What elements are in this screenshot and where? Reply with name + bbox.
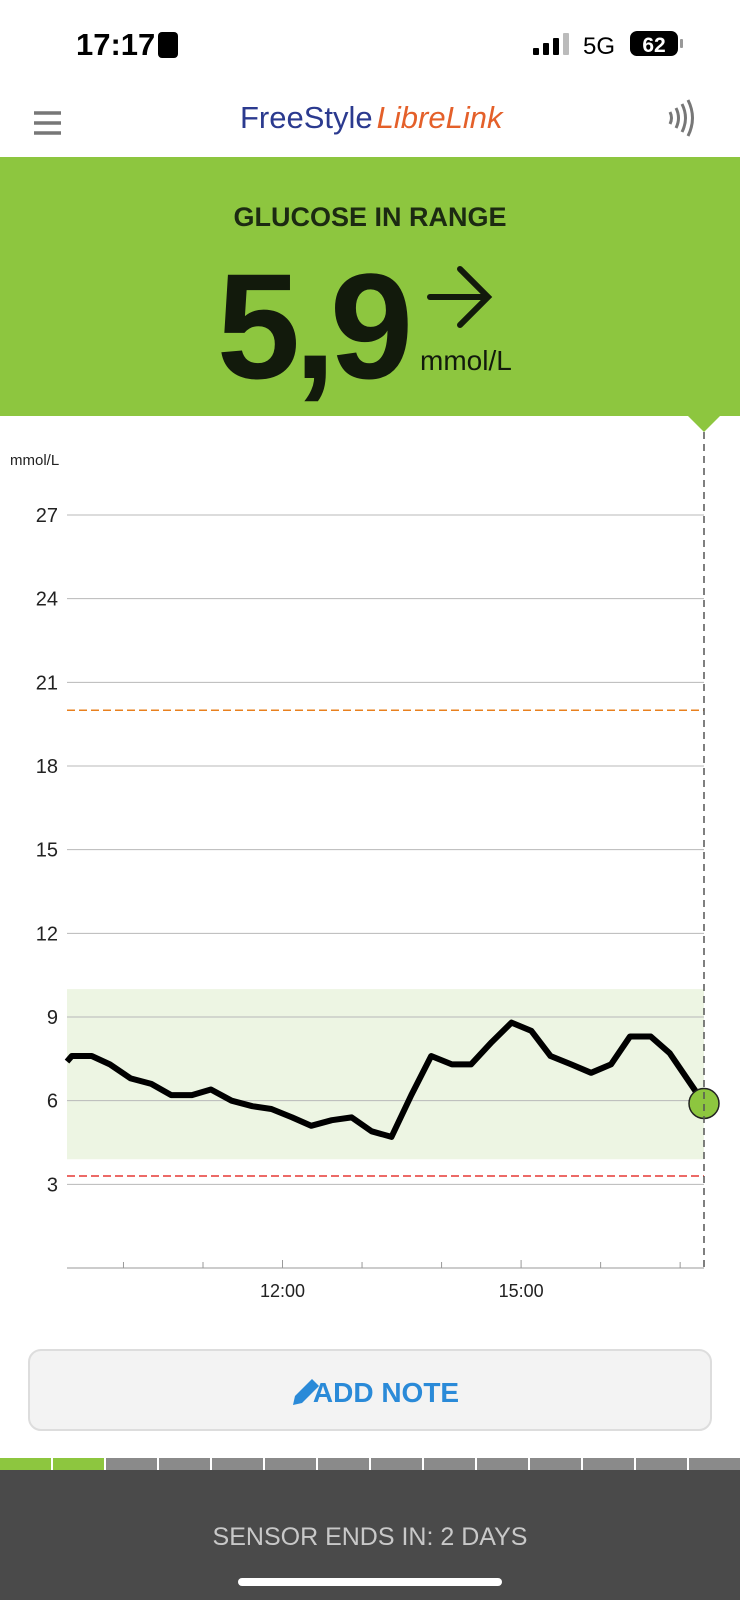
y-tick-label: 15 <box>36 840 58 862</box>
status-time: 17:17 <box>76 27 155 62</box>
brand-librelink: LibreLink <box>377 100 504 135</box>
now-pointer <box>688 416 720 432</box>
x-tick-label: 15:00 <box>499 1281 544 1301</box>
progress-segment <box>159 1458 210 1470</box>
network-label: 5G <box>583 33 615 60</box>
progress-segment <box>53 1458 104 1470</box>
y-tick-label: 24 <box>36 589 58 611</box>
y-tick-label: 12 <box>36 923 58 945</box>
y-tick-label: 18 <box>36 756 58 778</box>
y-tick-label: 3 <box>47 1174 58 1196</box>
glucose-chart: mmol/L 3 6 9 12 15 18 21 24 27 12:00 15:00 <box>10 452 720 1301</box>
progress-segment <box>424 1458 475 1470</box>
add-note-button[interactable] <box>28 1349 712 1431</box>
menu-button[interactable] <box>34 111 61 135</box>
reading-status: GLUCOSE IN RANGE <box>233 202 506 232</box>
progress-segment <box>0 1458 51 1470</box>
progress-segment <box>371 1458 422 1470</box>
battery-level: 62 <box>642 34 665 57</box>
progress-segment <box>689 1458 740 1470</box>
progress-segment <box>265 1458 316 1470</box>
sensor-status: SENSOR ENDS IN: 2 DAYS <box>213 1523 528 1551</box>
reading-unit: mmol/L <box>420 345 512 376</box>
glucose-line <box>64 1019 707 1140</box>
progress-segment <box>636 1458 687 1470</box>
battery-tip <box>680 39 683 48</box>
progress-segment <box>477 1458 528 1470</box>
scan-button[interactable] <box>668 99 694 137</box>
signal-icon <box>533 33 569 55</box>
brand-logo: FreeStyle LibreLink <box>240 100 504 135</box>
home-indicator <box>238 1578 502 1586</box>
progress-segment <box>318 1458 369 1470</box>
y-tick-label: 21 <box>36 672 58 694</box>
y-tick-label: 27 <box>36 505 58 527</box>
y-tick-label: 6 <box>47 1091 58 1113</box>
pencil-icon <box>293 1379 319 1405</box>
reading-value: 5,9 <box>217 242 408 410</box>
add-note-label[interactable]: ADD NOTE <box>313 1377 459 1408</box>
y-axis-title: mmol/L <box>10 452 59 469</box>
progress-segment <box>530 1458 581 1470</box>
progress-segment <box>106 1458 157 1470</box>
reading-banner <box>0 157 740 416</box>
y-tick-label: 9 <box>47 1007 58 1029</box>
trend-arrow <box>427 266 493 328</box>
battery-icon <box>630 31 678 56</box>
sensor-progress <box>0 1458 740 1470</box>
brand-freestyle: FreeStyle <box>240 100 373 135</box>
progress-segment <box>583 1458 634 1470</box>
id-icon <box>158 32 178 58</box>
progress-segment <box>212 1458 263 1470</box>
x-tick-label: 12:00 <box>260 1281 305 1301</box>
